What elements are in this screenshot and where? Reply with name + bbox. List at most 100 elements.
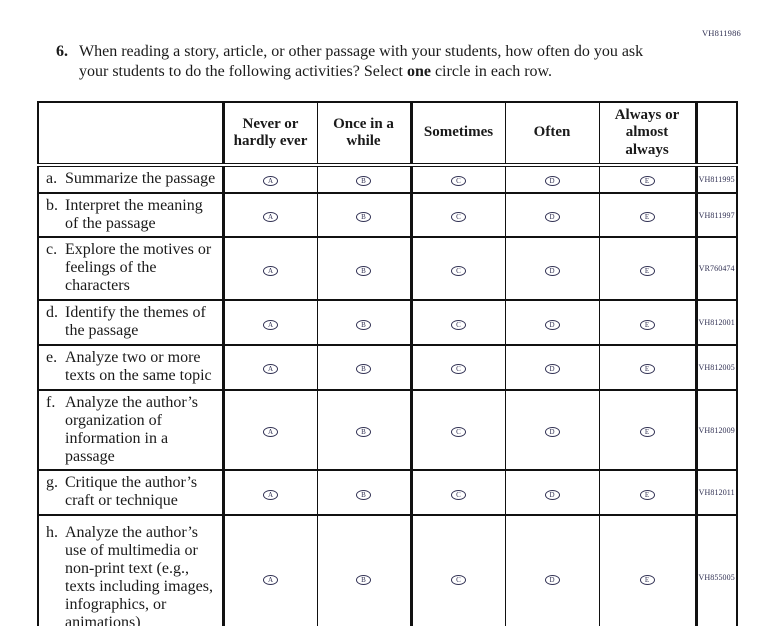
option-cell: C bbox=[409, 191, 506, 239]
activity-row: c. Explore the motives or feelings of the… bbox=[37, 236, 738, 302]
option-circle[interactable]: B bbox=[356, 574, 371, 585]
question-6: 6. When reading a story, article, or oth… bbox=[56, 42, 662, 83]
option-circle[interactable]: C bbox=[451, 319, 466, 330]
option-circle[interactable]: B bbox=[356, 176, 371, 187]
question-text-bold: one bbox=[406, 63, 431, 81]
option-cell: C bbox=[409, 388, 506, 472]
option-cell: A bbox=[222, 388, 318, 472]
option-cell: B bbox=[316, 299, 412, 346]
option-cell: D bbox=[504, 299, 600, 346]
option-circle[interactable]: D bbox=[544, 265, 560, 276]
option-cell: A bbox=[222, 299, 318, 346]
activity-row: g. Critique the author’s craft or techniq… bbox=[37, 469, 738, 517]
activity-row: d. Identify the themes of the passage A B C D… bbox=[37, 299, 738, 346]
option-cell: D bbox=[504, 191, 600, 239]
row-label-cell: b. Interpret the meaning of the passage bbox=[37, 191, 225, 239]
option-circle[interactable]: D bbox=[544, 176, 560, 187]
row-letter: d. bbox=[46, 304, 58, 322]
option-circle[interactable]: A bbox=[263, 574, 278, 585]
option-cell: D bbox=[504, 469, 600, 517]
option-cell: E bbox=[598, 469, 697, 517]
option-circle[interactable]: B bbox=[356, 212, 371, 223]
row-label: Summarize the passage bbox=[65, 169, 216, 187]
column-header: Sometimes bbox=[409, 101, 506, 167]
option-circle[interactable]: C bbox=[451, 489, 466, 500]
item-code: VH811997 bbox=[694, 191, 738, 239]
row-letter: f. bbox=[46, 393, 56, 411]
option-circle[interactable]: B bbox=[356, 427, 371, 438]
option-cell: E bbox=[598, 344, 697, 391]
option-circle[interactable]: C bbox=[451, 265, 466, 276]
row-label: Critique the author’s craft or technique bbox=[65, 474, 198, 510]
question-text-start: When reading a story, article, or other … bbox=[79, 43, 644, 81]
option-circle[interactable]: A bbox=[263, 364, 278, 375]
column-header: Always or almost always bbox=[598, 101, 697, 167]
option-circle[interactable]: C bbox=[451, 364, 466, 375]
option-circle[interactable]: E bbox=[639, 574, 655, 585]
option-circle[interactable]: B bbox=[356, 364, 371, 375]
option-cell: C bbox=[409, 236, 506, 302]
column-header: Never or hardly ever bbox=[222, 101, 318, 167]
item-code: VH811995 bbox=[694, 163, 738, 194]
option-circle[interactable]: B bbox=[356, 319, 371, 330]
row-label: Analyze the author’s use of multimedia o… bbox=[65, 524, 213, 626]
header-empty-label-cell bbox=[37, 101, 225, 167]
option-circle[interactable]: D bbox=[544, 212, 560, 223]
option-circle[interactable]: D bbox=[544, 427, 560, 438]
option-cell: B bbox=[316, 388, 412, 472]
option-circle[interactable]: E bbox=[639, 319, 655, 330]
option-circle[interactable]: D bbox=[544, 319, 560, 330]
option-cell: D bbox=[504, 344, 600, 391]
item-code: VH812011 bbox=[694, 469, 738, 517]
item-code: VR760474 bbox=[694, 236, 738, 302]
option-cell: C bbox=[409, 514, 506, 626]
option-cell: B bbox=[316, 469, 412, 517]
option-circle[interactable]: D bbox=[544, 489, 560, 500]
row-label: Analyze the author’s organization of inf… bbox=[65, 393, 198, 465]
activity-row: b. Interpret the meaning of the passage A B… bbox=[37, 191, 738, 239]
option-circle[interactable]: D bbox=[544, 574, 560, 585]
row-letter: a. bbox=[46, 169, 58, 187]
option-circle[interactable]: A bbox=[263, 176, 278, 187]
option-circle[interactable]: E bbox=[639, 427, 655, 438]
option-circle[interactable]: E bbox=[639, 176, 655, 187]
row-label-cell: f. Analyze the author’s organization of i… bbox=[37, 388, 225, 472]
option-circle[interactable]: E bbox=[639, 212, 655, 223]
option-cell: B bbox=[316, 191, 412, 239]
option-circle[interactable]: A bbox=[263, 319, 278, 330]
option-circle[interactable]: A bbox=[263, 265, 278, 276]
activity-row: f. Analyze the author’s organization of i… bbox=[37, 388, 738, 472]
row-label-cell: d. Identify the themes of the passage bbox=[37, 299, 225, 346]
option-cell: D bbox=[504, 163, 600, 194]
option-cell: E bbox=[598, 388, 697, 472]
option-circle[interactable]: E bbox=[639, 364, 655, 375]
option-cell: D bbox=[504, 236, 600, 302]
option-circle[interactable]: A bbox=[263, 212, 278, 223]
option-circle[interactable]: C bbox=[451, 427, 466, 438]
option-cell: E bbox=[598, 236, 697, 302]
option-circle[interactable]: C bbox=[451, 212, 466, 223]
question-number: 6. bbox=[56, 43, 68, 60]
option-circle[interactable]: B bbox=[356, 265, 371, 276]
question-text-end: circle in each row. bbox=[430, 63, 553, 81]
option-circle[interactable]: C bbox=[451, 176, 466, 187]
option-cell: A bbox=[222, 236, 318, 302]
item-code: VH812009 bbox=[694, 388, 738, 472]
option-circle[interactable]: A bbox=[263, 427, 278, 438]
header-row: Never or hardly ever Once in a while Somet… bbox=[37, 101, 738, 167]
row-label: Analyze two or more texts on the same to… bbox=[65, 349, 212, 384]
option-circle[interactable]: D bbox=[544, 364, 560, 375]
option-circle[interactable]: C bbox=[451, 574, 466, 585]
option-circle[interactable]: A bbox=[263, 489, 278, 500]
option-cell: C bbox=[409, 344, 506, 391]
column-header: Once in a while bbox=[316, 101, 412, 167]
header-empty-code-cell bbox=[694, 101, 738, 167]
option-cell: C bbox=[409, 299, 506, 346]
option-circle[interactable]: E bbox=[639, 489, 655, 500]
option-circle[interactable]: B bbox=[356, 489, 371, 500]
row-letter: h. bbox=[46, 524, 58, 542]
option-cell: E bbox=[598, 163, 697, 194]
option-circle[interactable]: E bbox=[639, 265, 655, 276]
row-label: Identify the themes of the passage bbox=[65, 304, 206, 340]
row-letter: c. bbox=[46, 241, 58, 259]
